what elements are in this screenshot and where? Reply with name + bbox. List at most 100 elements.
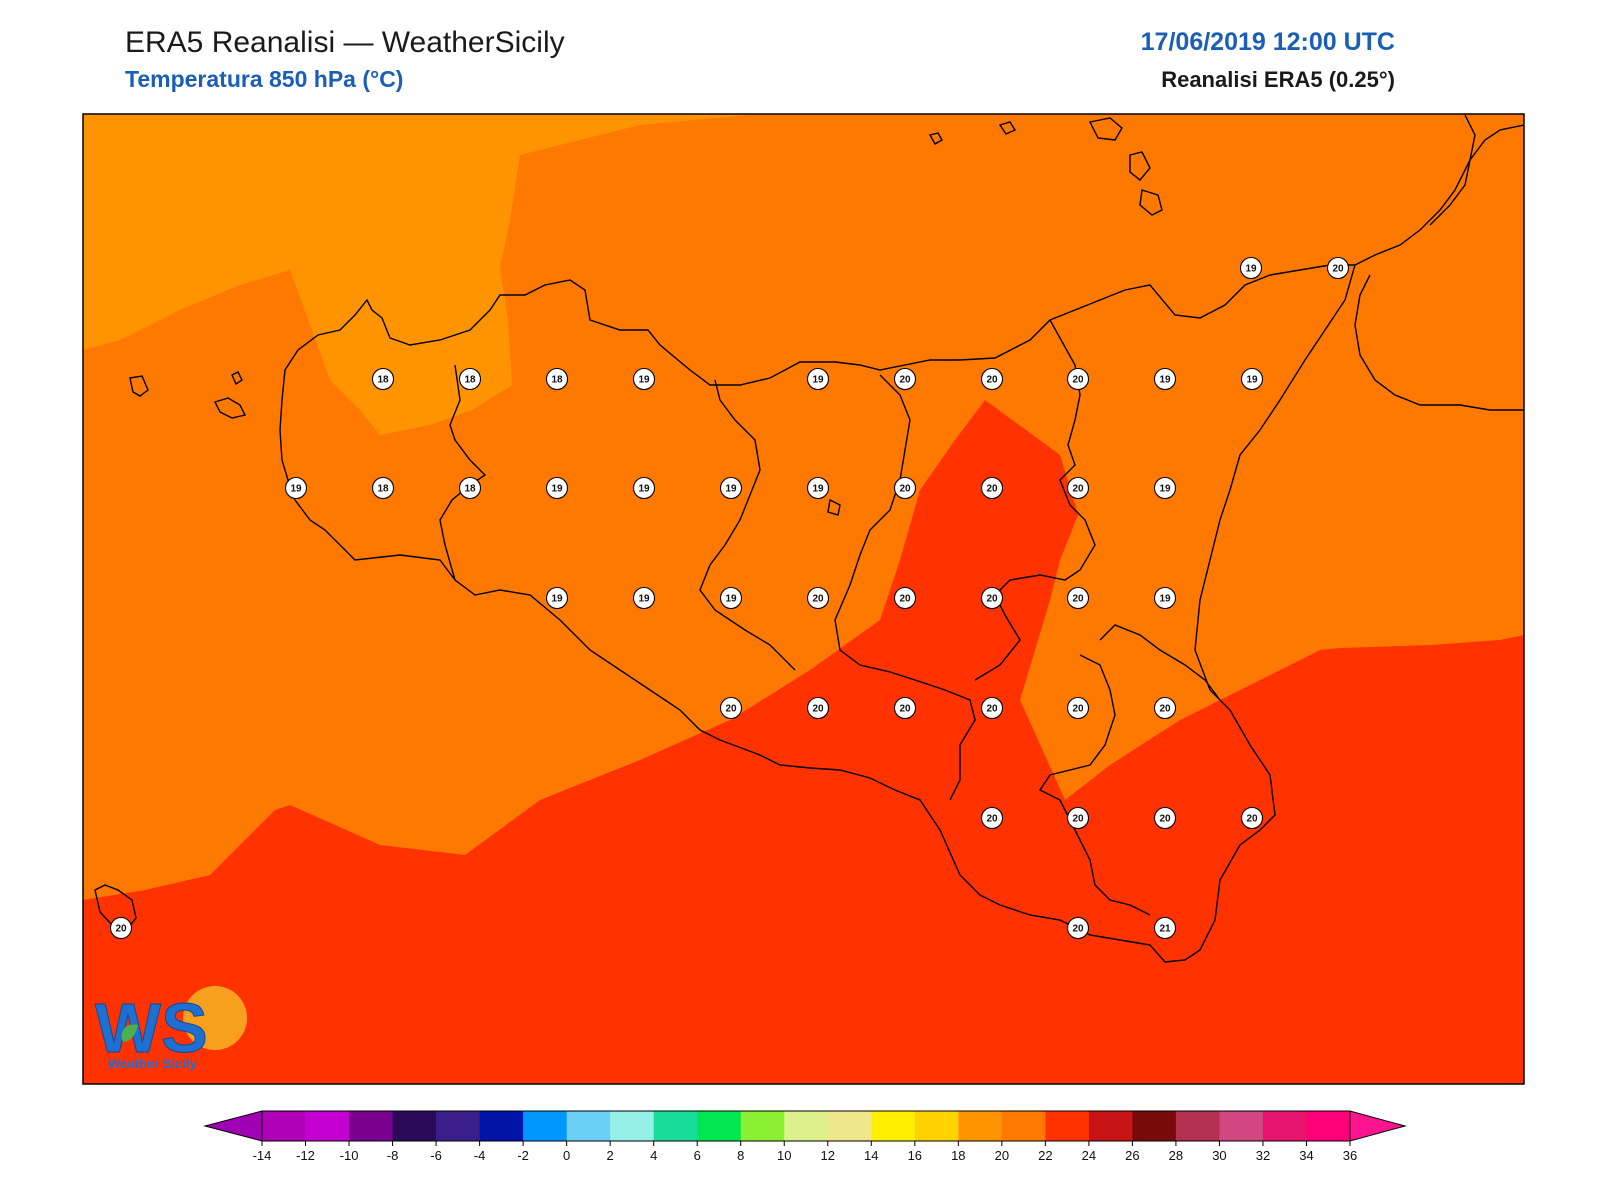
station-label: 20 [1153,696,1177,720]
colorbar-segment [740,1111,785,1141]
colorbar-tick-label: -8 [387,1148,399,1163]
station-value: 19 [638,484,650,495]
station-value: 19 [812,375,824,386]
calabria-coast [1354,124,1524,266]
province-border-5 [1099,624,1221,701]
station-label: 18 [371,367,395,391]
colorbar-tick-label: -6 [430,1148,442,1163]
station-label: 20 [1066,586,1090,610]
station-label: 20 [1326,256,1350,280]
station-value: 20 [1072,814,1084,825]
aeolian-lipari [1129,151,1151,181]
station-label: 19 [632,586,656,610]
colorbar-segment [914,1111,959,1141]
map-title: ERA5 Reanalisi — WeatherSicily [125,26,565,59]
logo-caption: Weather Sicily [108,1056,197,1071]
province-border-3 [834,374,976,801]
colorbar-segment [610,1111,655,1141]
colorbar-tick-label: 36 [1343,1148,1357,1163]
temperature-colorbar: -14 -12 -10 -8 -6 -4 -2 0 2 4 6 8 10 12 14 16 18 20 22 24 26… [203,1110,1407,1163]
colorbar-tick-label: 22 [1038,1148,1052,1163]
colorbar-extend-max [1349,1110,1407,1142]
station-label: 20 [893,696,917,720]
station-value: 20 [1072,594,1084,605]
station-label: 20 [1240,806,1264,830]
colorbar-segment [523,1111,568,1141]
station-value: 20 [899,375,911,386]
station-label: 19 [545,476,569,500]
station-value: 19 [1159,375,1171,386]
colorbar-segment [1045,1111,1090,1141]
colorbar-tick-label: 18 [951,1148,965,1163]
station-value: 19 [290,484,302,495]
station-label: 20 [893,476,917,500]
colorbar-tick-label: 16 [908,1148,922,1163]
station-label: 20 [1066,476,1090,500]
station-value: 18 [377,375,389,386]
aeolian-vulcano [1139,189,1163,216]
station-label: 20 [1066,916,1090,940]
station-value: 20 [1072,375,1084,386]
station-value: 20 [899,484,911,495]
station-value: 20 [1246,814,1258,825]
station-value: 21 [1159,924,1171,935]
colorbar-tick-label: 12 [821,1148,835,1163]
colorbar-tick-label: 0 [563,1148,570,1163]
station-value: 20 [986,375,998,386]
station-label: 19 [632,367,656,391]
colorbar-segment [697,1111,742,1141]
colorbar-segment [262,1111,306,1141]
colorbar-outline [261,1110,1351,1142]
colorbar-segment [1175,1111,1220,1141]
colorbar-tick-label: -4 [474,1148,486,1163]
station-value: 20 [725,704,737,715]
station-label: 20 [1153,806,1177,830]
ustica [928,132,943,145]
weathersicily-logo: WS Weather Sicily [95,986,247,1071]
colorbar-tick-label: -12 [296,1148,315,1163]
map-subtitle: Temperatura 850 hPa (°C) [125,66,404,92]
station-value: 20 [812,704,824,715]
station-label: 20 [1066,367,1090,391]
colorbar-tick-label: 14 [864,1148,878,1163]
colorbar-tick-label: 24 [1082,1148,1096,1163]
station-value: 20 [1159,814,1171,825]
station-value: 19 [1245,264,1257,275]
station-label: 18 [545,367,569,391]
colorbar-segment [958,1111,1003,1141]
station-label: 19 [1153,476,1177,500]
station-value: 20 [1072,704,1084,715]
station-label: 19 [719,476,743,500]
colorbar-tick-label: 32 [1256,1148,1270,1163]
logo-sun-icon [183,986,247,1050]
station-label: 20 [980,806,1004,830]
valid-datetime: 17/06/2019 12:00 UTC [1140,28,1395,56]
colorbar-segment [1132,1111,1177,1141]
egadi-marettimo [129,375,149,397]
colorbar-segment [1001,1111,1046,1141]
station-label: 20 [980,476,1004,500]
station-label: 20 [1066,696,1090,720]
station-label: 21 [1153,916,1177,940]
station-label: 19 [806,476,830,500]
calabria-inland [1429,114,1476,226]
station-label: 19 [545,586,569,610]
colorbar-segment [653,1111,698,1141]
province-border-6 [1038,654,1151,916]
station-label: 20 [893,367,917,391]
province-border-2 [699,379,796,671]
station-label: 20 [806,696,830,720]
station-label: 19 [1153,367,1177,391]
colorbar-segment [305,1111,350,1141]
station-label: 20 [806,586,830,610]
station-value: 18 [551,375,563,386]
field-20-22-south [83,400,1524,1084]
station-value: 20 [1332,264,1344,275]
colorbar-segment [392,1111,437,1141]
station-label: 19 [1153,586,1177,610]
station-value: 19 [725,484,737,495]
colorbar-segment [349,1111,393,1141]
station-labels: 19 20 18 18 18 19 19 20 20 20 19 19 19 18 18 19 19 19 19 20… [109,256,1350,940]
colorbar-tick-label: 20 [995,1148,1009,1163]
station-value: 19 [1246,375,1258,386]
